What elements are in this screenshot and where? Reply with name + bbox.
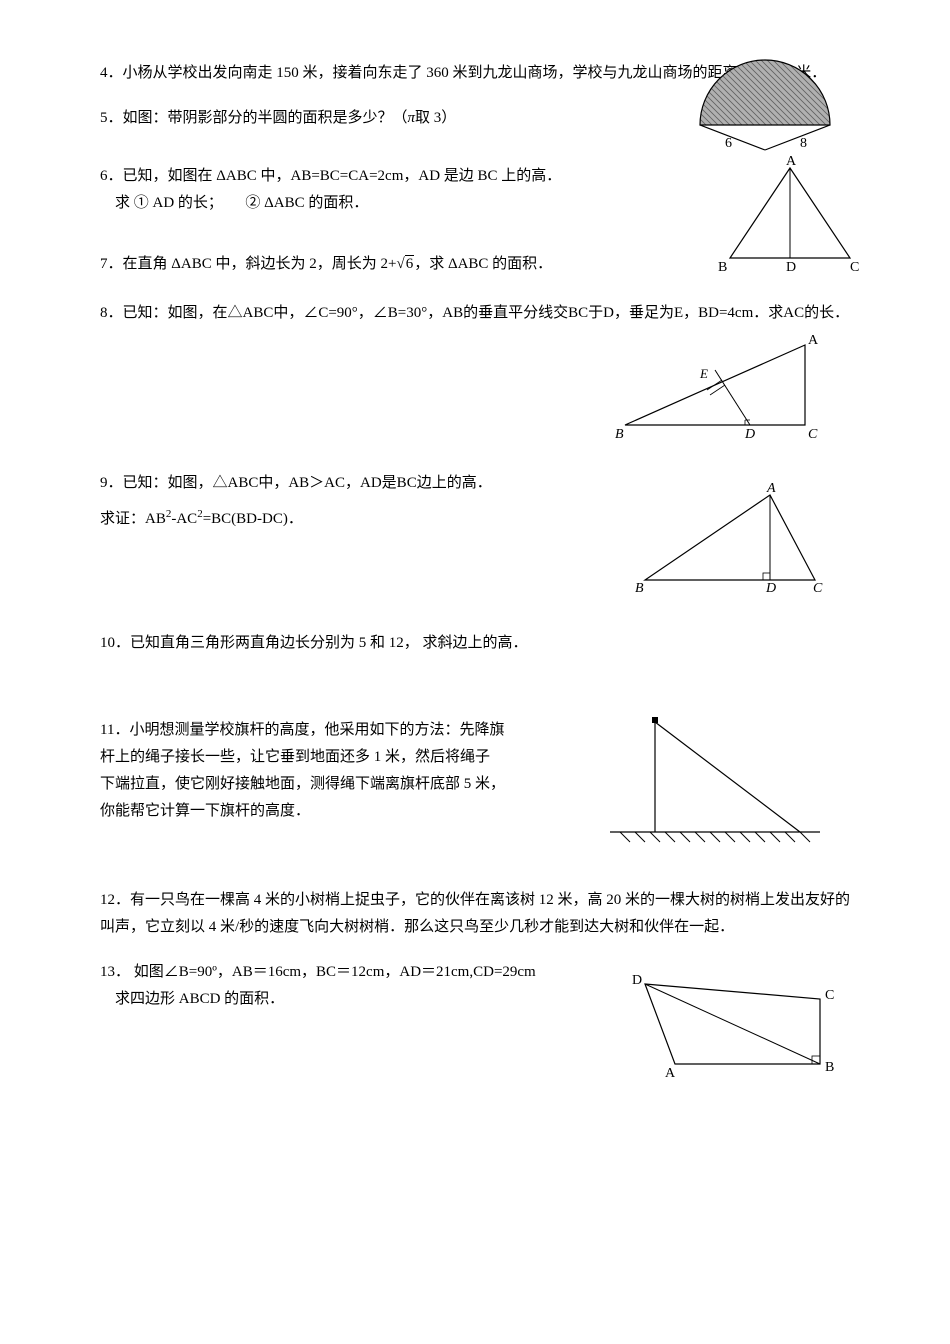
problem-9-text: 9．已知：如图，△ABC中，AB＞AC，AD是BC边上的高． 求证：AB2-AC… <box>100 470 640 533</box>
p11-l1: 11．小明想测量学校旗杆的高度，他采用如下的方法：先降旗 <box>100 717 560 744</box>
problem-9: 9．已知：如图，△ABC中，AB＞AC，AD是BC边上的高． 求证：AB2-AC… <box>100 470 850 600</box>
triangle-figure-p9: A B C D <box>630 480 830 600</box>
label-E: E <box>699 366 708 381</box>
p4-text-a: 4．小杨从学校出发向南走 150 米，接着向东走了 360 米到九龙山商场，学校… <box>100 65 753 81</box>
label-C: C <box>825 988 834 1003</box>
problem-7: 7．在直角 ΔABC 中，斜边长为 2，周长为 2+ 6，求 ΔABC 的面积． <box>100 251 850 278</box>
p9-l2c: =BC(BD-DC)． <box>203 511 303 527</box>
problem-7-text: 7．在直角 ΔABC 中，斜边长为 2，周长为 2+ 6，求 ΔABC 的面积． <box>100 251 640 278</box>
label-C: C <box>813 581 823 596</box>
problem-11-text: 11．小明想测量学校旗杆的高度，他采用如下的方法：先降旗 杆上的绳子接长一些，让… <box>100 717 560 825</box>
problem-8-text: 8．已知：如图，在△ABC中，∠C=90°，∠B=30°，AB的垂直平分线交BC… <box>100 300 850 327</box>
label-B: B <box>825 1060 834 1075</box>
label-A: A <box>665 1066 676 1081</box>
p9-line2: 求证：AB2-AC2=BC(BD-DC)． <box>100 505 640 533</box>
p5-text-b: 取 3） <box>415 110 456 126</box>
p13-l2: 求四边形 ABCD 的面积． <box>100 986 600 1013</box>
p11-l4: 你能帮它计算一下旗杆的高度． <box>100 798 560 825</box>
sqrt-arg: 6 <box>405 255 415 272</box>
leg2-label: 8 <box>800 136 807 151</box>
problem-5: 5．如图：带阴影部分的半圆的面积是多少？（π取 3） 6 8 <box>100 105 850 145</box>
p5-text-a: 5．如图：带阴影部分的半圆的面积是多少？（ <box>100 110 408 126</box>
label-A: A <box>766 481 776 496</box>
label-B: B <box>615 427 624 442</box>
flagpole-figure <box>600 707 830 857</box>
problem-11: 11．小明想测量学校旗杆的高度，他采用如下的方法：先降旗 杆上的绳子接长一些，让… <box>100 717 850 857</box>
problem-12: 12．有一只鸟在一棵高 4 米的小树梢上捉虫子，它的伙伴在离该树 12 米，高 … <box>100 887 850 941</box>
problem-13: 13． 如图∠B=90º，AB＝16cm，BC＝12cm，AD＝21cm,CD=… <box>100 959 850 1089</box>
p9-l2a: 求证：AB <box>100 511 166 527</box>
p11-l2: 杆上的绳子接长一些，让它垂到地面还多 1 米，然后将绳子 <box>100 744 560 771</box>
label-A: A <box>786 154 797 169</box>
problem-10: 10．已知直角三角形两直角边长分别为 5 和 12， 求斜边上的高． <box>100 630 850 657</box>
problem-6-text: 6．已知，如图在 ΔABC 中，AB=BC=CA=2cm，AD 是边 BC 上的… <box>100 163 640 217</box>
problem-5-text: 5．如图：带阴影部分的半圆的面积是多少？（π取 3） <box>100 105 640 132</box>
pi-symbol: π <box>408 110 416 126</box>
p11-l3: 下端拉直，使它刚好接触地面，测得绳下端离旗杆底部 5 米， <box>100 771 560 798</box>
problem-10-text: 10．已知直角三角形两直角边长分别为 5 和 12， 求斜边上的高． <box>100 630 850 657</box>
p9-line1: 9．已知：如图，△ABC中，AB＞AC，AD是BC边上的高． <box>100 470 640 497</box>
label-A: A <box>808 333 819 348</box>
semicircle-figure: 6 8 <box>680 45 850 155</box>
label-D: D <box>765 581 776 596</box>
problem-12-text: 12．有一只鸟在一棵高 4 米的小树梢上捉虫子，它的伙伴在离该树 12 米，高 … <box>100 887 850 941</box>
p9-l2b: -AC <box>171 511 197 527</box>
leg1-label: 6 <box>725 136 732 151</box>
problem-6: 6．已知，如图在 ΔABC 中，AB=BC=CA=2cm，AD 是边 BC 上的… <box>100 163 850 233</box>
label-B: B <box>635 581 644 596</box>
p7-text-b: ，求 ΔABC 的面积． <box>414 256 552 272</box>
label-D: D <box>744 427 755 442</box>
triangle-figure-p8: A B C D E <box>610 330 830 450</box>
problem-8: 8．已知：如图，在△ABC中，∠C=90°，∠B=30°，AB的垂直平分线交BC… <box>100 300 850 440</box>
p6-line1: 6．已知，如图在 ΔABC 中，AB=BC=CA=2cm，AD 是边 BC 上的… <box>100 163 640 190</box>
quadrilateral-figure: D C B A <box>620 959 850 1089</box>
sqrt-icon: 6 <box>396 251 414 278</box>
p6-line2: 求 ① AD 的长； ② ΔABC 的面积． <box>100 190 640 217</box>
p7-text-a: 7．在直角 ΔABC 中，斜边长为 2，周长为 2+ <box>100 256 396 272</box>
label-C: C <box>808 427 818 442</box>
label-D: D <box>632 973 642 988</box>
p8-line1: 8．已知：如图，在△ABC中，∠C=90°，∠B=30°，AB的垂直平分线交BC… <box>100 305 849 321</box>
label-C: C <box>850 260 859 275</box>
problem-13-text: 13． 如图∠B=90º，AB＝16cm，BC＝12cm，AD＝21cm,CD=… <box>100 959 600 1013</box>
p13-l1: 13． 如图∠B=90º，AB＝16cm，BC＝12cm，AD＝21cm,CD=… <box>100 959 600 986</box>
